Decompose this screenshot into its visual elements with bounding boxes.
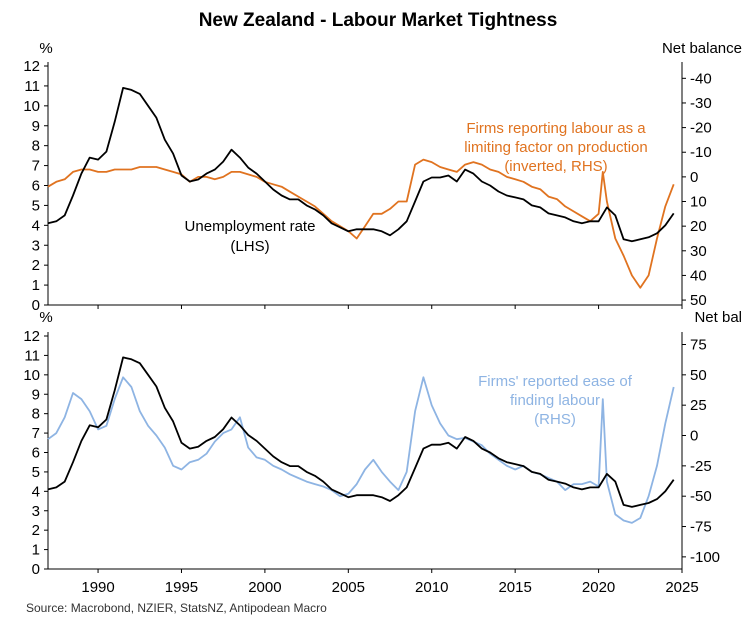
top-left-tick-label: 11 [24, 78, 40, 95]
x-tick-label: 2020 [582, 579, 615, 596]
top-left-tick-label: 2 [32, 257, 40, 274]
top-right-tick-label: 30 [690, 243, 707, 260]
top-right-unit: Net balance [662, 40, 742, 57]
top-annotation-unemp: (LHS) [230, 238, 269, 255]
top-right-tick-label: -20 [690, 120, 712, 137]
top-annotation-firms_labour: Firms reporting labour as a [466, 120, 646, 137]
bottom-annotation-firms_ease: (RHS) [534, 411, 576, 428]
top-series-black-line [47, 87, 675, 243]
bottom-left-tick-label: 11 [24, 347, 40, 364]
source-note: Source: Macrobond, NZIER, StatsNZ, Antip… [26, 601, 327, 615]
top-right-tick-label: 50 [690, 292, 707, 309]
bottom-left-tick-label: 7 [32, 425, 40, 442]
x-tick-label: 2000 [248, 579, 281, 596]
axes-layer [44, 62, 686, 573]
top-right-tick-label: -10 [690, 144, 712, 161]
top-right-tick-label: -30 [690, 95, 712, 112]
top-annotation-firms_labour: limiting factor on production [464, 139, 647, 156]
bottom-right-unit: Net bal [694, 309, 742, 326]
x-tick-label: 2025 [665, 579, 698, 596]
top-left-tick-label: 5 [32, 197, 40, 214]
bottom-right-tick-label: 0 [690, 428, 698, 445]
top-left-tick-label: 4 [32, 217, 40, 234]
bottom-right-tick-label: -100 [690, 549, 720, 566]
top-left-tick-label: 3 [32, 237, 40, 254]
top-left-tick-label: 8 [32, 138, 40, 155]
bottom-left-tick-label: 4 [32, 483, 40, 500]
bottom-annotation-firms_ease: Firms' reported ease of [478, 373, 633, 390]
top-left-tick-label: 9 [32, 118, 40, 135]
bottom-annotation-firms_ease: finding labour [510, 392, 600, 409]
bottom-left-tick-label: 6 [32, 445, 40, 462]
top-left-unit: % [39, 40, 52, 57]
top-left-tick-label: 7 [32, 158, 40, 175]
labels-layer: 0123456789101112-40-30-20-1001020304050%… [23, 40, 742, 596]
bottom-left-tick-label: 10 [23, 367, 40, 384]
bottom-left-tick-label: 3 [32, 503, 40, 520]
bottom-left-unit: % [39, 309, 52, 326]
bottom-right-tick-label: 75 [690, 336, 707, 353]
bottom-series-blue-line [47, 376, 675, 524]
bottom-right-tick-label: -50 [690, 488, 712, 505]
bottom-left-tick-label: 8 [32, 406, 40, 423]
x-tick-label: 1995 [165, 579, 198, 596]
x-tick-label: 2015 [498, 579, 531, 596]
bottom-right-tick-label: 50 [690, 367, 707, 384]
bottom-left-tick-label: 1 [32, 542, 40, 559]
top-right-tick-label: 0 [690, 169, 698, 186]
top-right-tick-label: 20 [690, 218, 707, 235]
top-left-tick-label: 0 [32, 297, 40, 314]
top-annotation-firms_labour: (inverted, RHS) [504, 158, 607, 175]
bottom-left-tick-label: 0 [32, 561, 40, 578]
top-right-tick-label: 40 [690, 267, 707, 284]
bottom-series-black-line [47, 356, 675, 508]
bottom-right-tick-label: -75 [690, 519, 712, 536]
top-right-tick-label: 10 [690, 194, 707, 211]
x-tick-label: 2010 [415, 579, 448, 596]
bottom-left-tick-label: 2 [32, 522, 40, 539]
x-tick-label: 1990 [81, 579, 114, 596]
bottom-right-tick-label: -25 [690, 458, 712, 475]
bottom-right-tick-label: 25 [690, 397, 707, 414]
bottom-left-tick-label: 9 [32, 386, 40, 403]
chart-title: New Zealand - Labour Market Tightness [199, 10, 558, 31]
top-annotation-unemp: Unemployment rate [185, 218, 316, 235]
top-left-tick-label: 12 [23, 58, 40, 75]
top-left-tick-label: 6 [32, 178, 40, 195]
top-right-tick-label: -40 [690, 70, 712, 87]
x-tick-label: 2005 [332, 579, 365, 596]
bottom-left-tick-label: 5 [32, 464, 40, 481]
series-layer [47, 87, 675, 524]
top-series-orange-line [47, 158, 675, 289]
bottom-left-tick-label: 12 [23, 328, 40, 345]
top-left-tick-label: 10 [23, 98, 40, 115]
top-left-tick-label: 1 [32, 277, 40, 294]
